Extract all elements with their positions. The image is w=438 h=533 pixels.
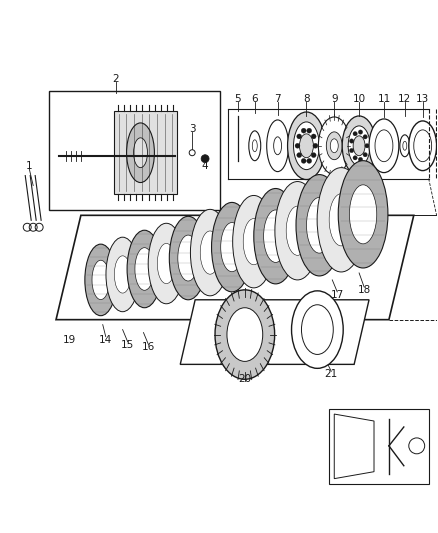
- Ellipse shape: [329, 193, 353, 246]
- Ellipse shape: [342, 116, 376, 175]
- Text: 1: 1: [26, 160, 32, 171]
- Ellipse shape: [233, 196, 275, 288]
- Text: 11: 11: [377, 94, 391, 104]
- Circle shape: [201, 155, 209, 163]
- Bar: [49, 91, 220, 211]
- Circle shape: [295, 143, 300, 148]
- Ellipse shape: [307, 197, 332, 253]
- Ellipse shape: [148, 223, 184, 304]
- Ellipse shape: [200, 231, 220, 274]
- Ellipse shape: [330, 139, 338, 153]
- Ellipse shape: [353, 136, 365, 156]
- Ellipse shape: [288, 112, 325, 180]
- Ellipse shape: [264, 210, 288, 262]
- Ellipse shape: [85, 244, 117, 316]
- Ellipse shape: [221, 223, 243, 272]
- Ellipse shape: [254, 189, 297, 284]
- Ellipse shape: [369, 119, 399, 173]
- Text: 18: 18: [357, 285, 371, 295]
- Circle shape: [297, 152, 302, 158]
- Ellipse shape: [170, 216, 207, 300]
- Polygon shape: [56, 215, 414, 320]
- Ellipse shape: [215, 290, 275, 379]
- Ellipse shape: [252, 140, 257, 152]
- Text: 20: 20: [238, 374, 251, 384]
- Ellipse shape: [403, 141, 407, 150]
- Text: 5: 5: [235, 94, 241, 104]
- Text: 19: 19: [62, 335, 76, 344]
- Circle shape: [358, 157, 363, 161]
- Ellipse shape: [414, 130, 431, 161]
- Bar: [114, 111, 177, 195]
- Ellipse shape: [134, 138, 148, 168]
- Bar: [329, 409, 429, 483]
- Ellipse shape: [249, 131, 261, 160]
- Circle shape: [307, 128, 312, 133]
- Text: 10: 10: [353, 94, 366, 104]
- Circle shape: [297, 134, 302, 139]
- Ellipse shape: [409, 121, 437, 171]
- Text: 9: 9: [331, 94, 338, 104]
- Ellipse shape: [227, 308, 263, 361]
- Ellipse shape: [300, 134, 314, 158]
- Ellipse shape: [106, 237, 139, 312]
- Ellipse shape: [135, 248, 154, 290]
- Text: 15: 15: [121, 340, 134, 350]
- Ellipse shape: [301, 305, 333, 354]
- Ellipse shape: [338, 160, 388, 268]
- Circle shape: [311, 152, 316, 158]
- Text: 6: 6: [251, 94, 258, 104]
- Ellipse shape: [293, 122, 319, 169]
- Ellipse shape: [157, 244, 175, 284]
- Circle shape: [311, 134, 316, 139]
- Ellipse shape: [114, 256, 131, 293]
- Circle shape: [301, 128, 306, 133]
- Ellipse shape: [375, 130, 393, 161]
- Ellipse shape: [326, 132, 342, 160]
- Circle shape: [363, 152, 367, 157]
- Circle shape: [409, 438, 425, 454]
- Circle shape: [313, 143, 318, 148]
- Circle shape: [307, 158, 312, 164]
- Text: 8: 8: [303, 94, 310, 104]
- Ellipse shape: [267, 120, 289, 172]
- Ellipse shape: [127, 123, 155, 182]
- Polygon shape: [180, 300, 369, 365]
- Circle shape: [365, 143, 369, 148]
- Text: 21: 21: [325, 369, 338, 379]
- Ellipse shape: [286, 206, 309, 255]
- Circle shape: [350, 139, 354, 143]
- Ellipse shape: [292, 291, 343, 368]
- Circle shape: [363, 135, 367, 139]
- Ellipse shape: [348, 126, 370, 166]
- Circle shape: [353, 132, 357, 136]
- Ellipse shape: [92, 260, 110, 300]
- Ellipse shape: [350, 185, 377, 244]
- Text: 3: 3: [189, 124, 195, 134]
- Ellipse shape: [212, 203, 252, 292]
- Circle shape: [353, 156, 357, 160]
- Ellipse shape: [274, 137, 282, 155]
- Text: 17: 17: [331, 290, 344, 300]
- Ellipse shape: [275, 182, 320, 280]
- Text: 14: 14: [99, 335, 113, 344]
- Polygon shape: [334, 414, 374, 479]
- Ellipse shape: [127, 230, 162, 308]
- Ellipse shape: [317, 168, 365, 272]
- Ellipse shape: [296, 175, 343, 276]
- Text: 13: 13: [416, 94, 429, 104]
- Text: 7: 7: [274, 94, 281, 104]
- Text: 2: 2: [113, 74, 119, 84]
- Circle shape: [358, 130, 363, 134]
- Text: 4: 4: [202, 160, 208, 171]
- Text: 16: 16: [142, 343, 155, 352]
- Circle shape: [301, 158, 306, 164]
- Ellipse shape: [318, 117, 350, 175]
- Ellipse shape: [191, 209, 230, 296]
- Ellipse shape: [400, 135, 410, 157]
- Ellipse shape: [243, 219, 265, 265]
- Text: 12: 12: [398, 94, 411, 104]
- Circle shape: [350, 148, 354, 153]
- Ellipse shape: [178, 235, 198, 281]
